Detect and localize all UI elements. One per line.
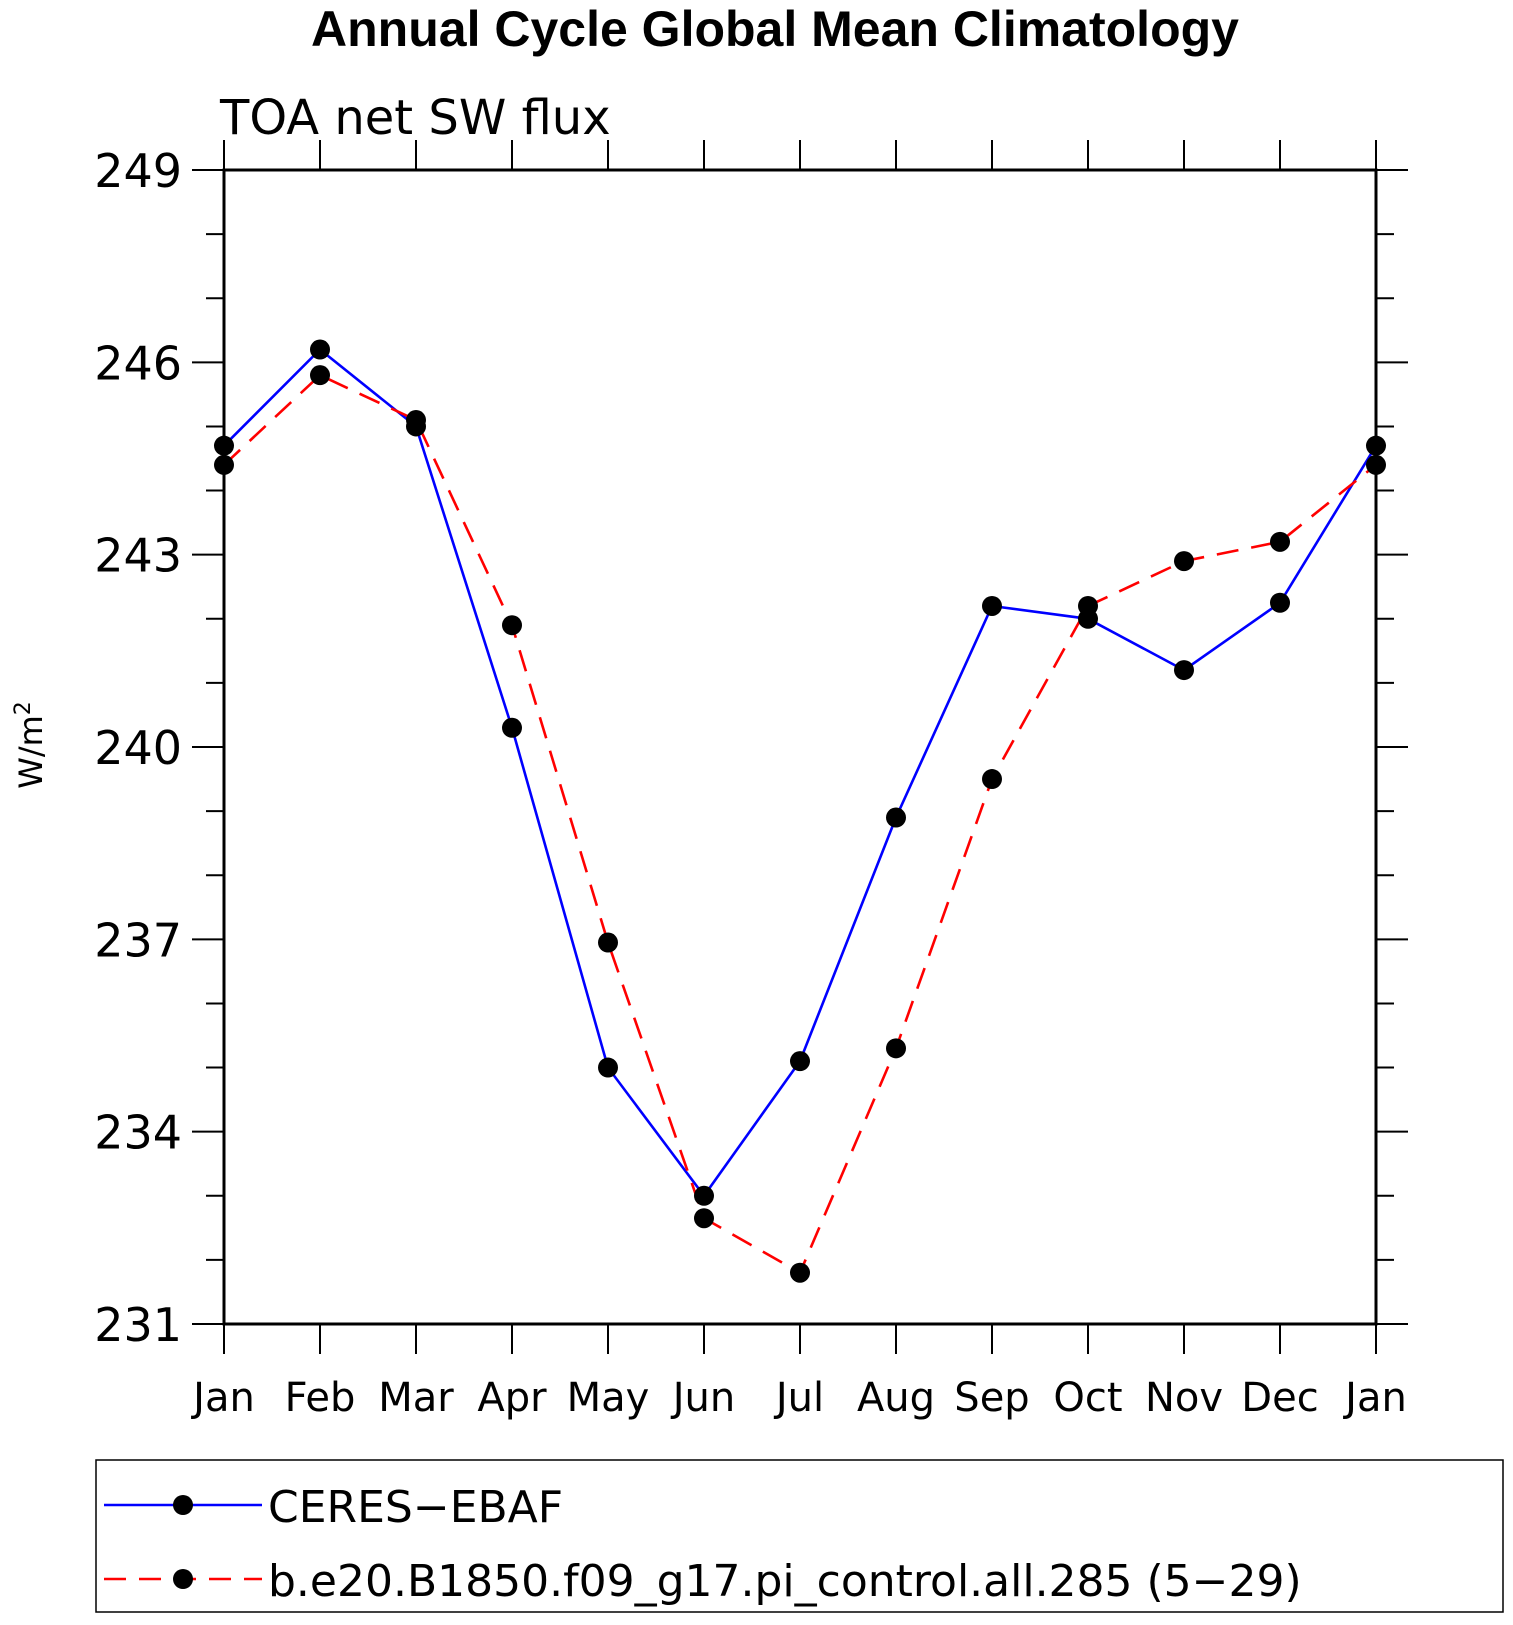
data-point-series-1	[502, 615, 522, 636]
data-point-series-1	[1174, 551, 1194, 572]
x-tick-label: Jan	[1342, 1375, 1407, 1421]
legend: CERES−EBAF b.e20.B1850.f09_g17.pi_control…	[95, 1459, 1504, 1613]
data-point-series-1	[1366, 454, 1386, 475]
series-line-1	[223, 373, 1377, 1275]
y-tick-label: 231	[94, 1298, 182, 1352]
data-point-series-0	[1270, 592, 1290, 613]
data-point-series-0	[214, 435, 234, 456]
y-axis-label-text: W/m	[12, 715, 50, 789]
data-point-series-1	[886, 1038, 906, 1059]
data-point-series-1	[1078, 595, 1098, 616]
plot-frame	[222, 168, 1378, 1326]
x-tick-label: May	[567, 1375, 650, 1421]
x-tick-label: Mar	[378, 1375, 454, 1421]
data-point-series-1	[406, 410, 426, 431]
y-tick-label: 249	[94, 144, 182, 198]
chart-title: Annual Cycle Global Mean Climatology	[311, 1, 1239, 57]
legend-label-0: CERES−EBAF	[268, 1482, 563, 1533]
data-point-series-0	[502, 717, 522, 738]
y-axis-label: W/m2	[11, 701, 50, 789]
legend-label-1: b.e20.B1850.f09_g17.pi_control.all.285 (…	[268, 1556, 1302, 1607]
data-point-series-1	[598, 932, 618, 953]
data-point-series-0	[694, 1185, 714, 1206]
series-layer	[214, 339, 1386, 1283]
x-tick-label: Oct	[1053, 1375, 1122, 1421]
chart-subtitle: TOA net SW flux	[219, 90, 611, 146]
data-point-series-0	[1366, 435, 1386, 456]
legend-marker-1	[173, 1569, 193, 1589]
data-point-series-1	[790, 1262, 810, 1283]
legend-marker-0	[173, 1495, 193, 1515]
x-tick-label: Apr	[477, 1375, 547, 1421]
data-point-series-0	[310, 339, 330, 360]
data-point-series-0	[982, 595, 1002, 616]
data-point-series-0	[598, 1057, 618, 1078]
data-point-series-1	[214, 454, 234, 475]
y-axis-label-superscript: 2	[11, 701, 36, 715]
x-tick-label: Dec	[1241, 1375, 1318, 1421]
y-tick-label: 237	[94, 913, 182, 967]
x-tick-label: Sep	[954, 1375, 1029, 1421]
data-point-series-1	[982, 769, 1002, 790]
y-tick-label: 243	[94, 529, 182, 583]
x-tick-label: Jun	[670, 1375, 736, 1421]
x-tick-label: Nov	[1145, 1375, 1223, 1421]
y-tick-label: 240	[94, 721, 182, 775]
y-tick-label: 246	[94, 336, 182, 390]
y-tick-label: 234	[94, 1106, 182, 1160]
data-point-series-1	[694, 1208, 714, 1229]
data-point-series-1	[1270, 531, 1290, 552]
data-point-series-0	[790, 1051, 810, 1072]
data-point-series-0	[1174, 660, 1194, 681]
data-point-series-0	[886, 807, 906, 828]
legend-box	[95, 1459, 1504, 1613]
x-tick-label: Jan	[190, 1375, 255, 1421]
x-tick-label: Jul	[773, 1375, 824, 1421]
data-point-series-1	[310, 365, 330, 386]
x-tick-label: Aug	[857, 1375, 935, 1421]
x-tick-label: Feb	[285, 1375, 356, 1421]
